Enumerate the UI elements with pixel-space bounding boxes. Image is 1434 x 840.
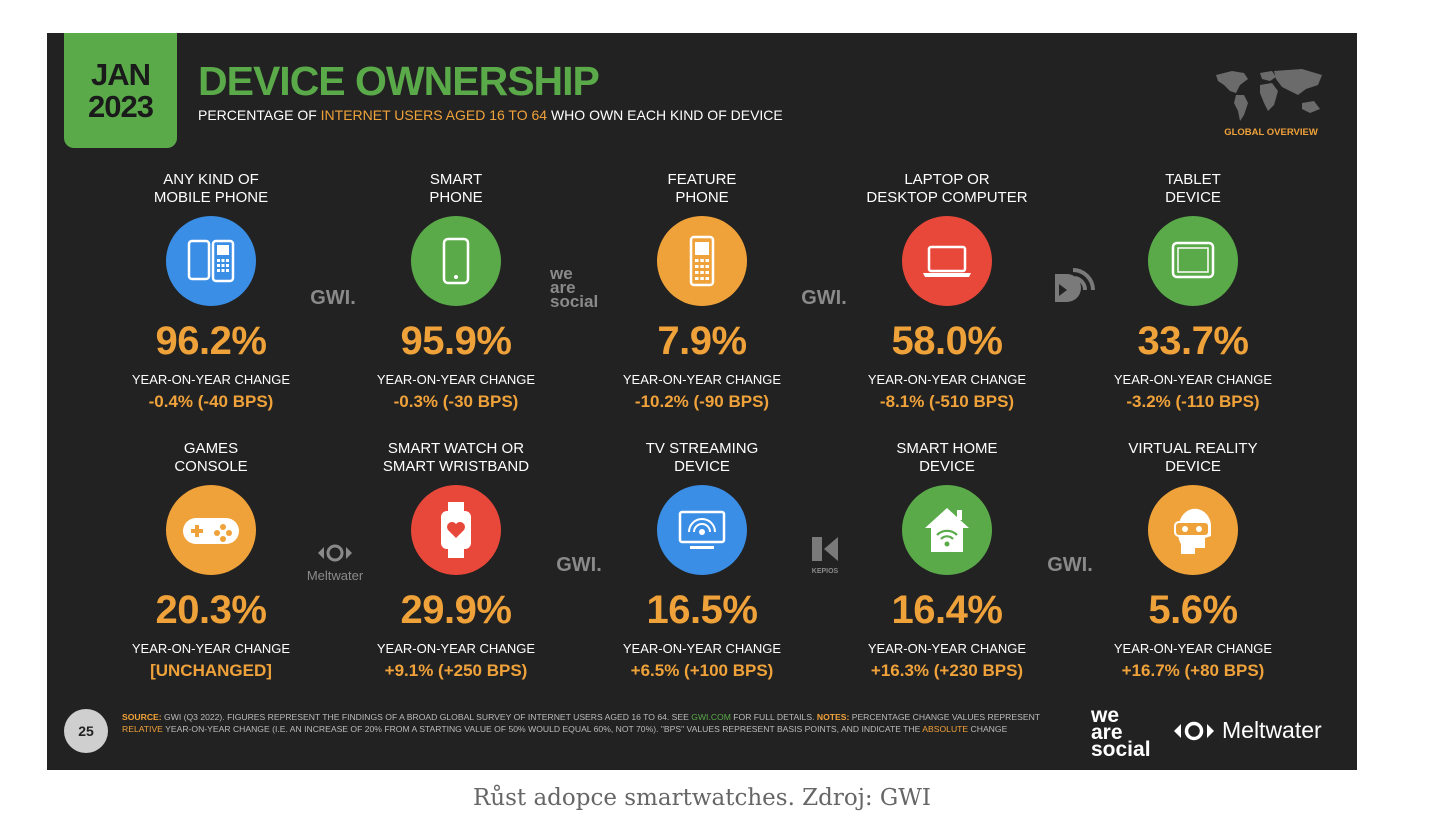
date-year: 2023 [88, 88, 154, 124]
device-label: ANY KIND OF MOBILE PHONE [153, 171, 269, 206]
date-badge: JAN 2023 [64, 33, 177, 148]
device-percentage: 96.2% [155, 319, 267, 363]
yoy-value: +16.7% (+80 BPS) [1121, 661, 1265, 680]
mobile-phones-icon [166, 216, 256, 306]
device-percentage: 29.9% [400, 588, 512, 632]
gwi-logo: GWI. [310, 287, 356, 309]
date-month: JAN [90, 56, 151, 92]
yoy-label: YEAR-ON-YEAR CHANGE [622, 641, 782, 656]
kepios-mark-icon [812, 537, 838, 561]
yoy-value: -10.2% (-90 BPS) [634, 392, 770, 411]
device-card-feature-phone: FEATURE PHONE 7.9% YEAR-ON-YEAR CHANGE -… [582, 171, 822, 412]
yoy-label: YEAR-ON-YEAR CHANGE [867, 372, 1027, 387]
page-subtitle: PERCENTAGE OF INTERNET USERS AGED 16 TO … [198, 107, 783, 123]
device-label: VIRTUAL REALITY DEVICE [1128, 440, 1258, 475]
device-card-tv-streaming: TV STREAMING DEVICE 16.5% YEAR-ON-YEAR C… [582, 440, 822, 681]
device-label: TABLET DEVICE [1165, 171, 1221, 206]
footnote: SOURCE: GWI (Q3 2022). FIGURES REPRESENT… [122, 712, 1040, 734]
subtitle-highlight: INTERNET USERS AGED 16 TO 64 [320, 107, 548, 123]
gwi-logo: GWI. [801, 287, 847, 309]
world-map-icon [1216, 69, 1322, 121]
image-caption: Růst adopce smartwatches. Zdroj: GWI [472, 785, 932, 811]
yoy-label: YEAR-ON-YEAR CHANGE [131, 641, 291, 656]
device-card-vr: VIRTUAL REALITY DEVICE 5.6% YEAR-ON-YEAR… [1073, 440, 1313, 681]
device-percentage: 58.0% [891, 319, 1003, 363]
device-card-laptop: LAPTOP OR DESKTOP COMPUTER 58.0% YEAR-ON… [827, 171, 1067, 412]
yoy-value: -0.3% (-30 BPS) [393, 392, 519, 411]
yoy-value: +9.1% (+250 BPS) [384, 661, 528, 680]
yoy-value: -0.4% (-40 BPS) [148, 392, 274, 411]
device-percentage: 16.5% [646, 588, 758, 632]
yoy-label: YEAR-ON-YEAR CHANGE [376, 372, 536, 387]
smart-home-icon [902, 485, 992, 575]
smartwatch-icon [411, 485, 501, 575]
device-label: SMART PHONE [429, 171, 483, 206]
kepios-logo: KEPIOS [807, 535, 843, 575]
yoy-value: +6.5% (+100 BPS) [630, 661, 774, 680]
tablet-icon [1148, 216, 1238, 306]
device-card-smartphone: SMART PHONE 95.9% YEAR-ON-YEAR CHANGE -0… [336, 171, 576, 412]
we-are-social-logo: we are social [550, 264, 599, 311]
device-percentage: 33.7% [1137, 319, 1249, 363]
device-label: SMART HOME DEVICE [896, 440, 998, 475]
device-label: GAMES CONSOLE [174, 440, 248, 475]
yoy-label: YEAR-ON-YEAR CHANGE [1113, 641, 1273, 656]
meltwater-footer-logo: Meltwater [1172, 717, 1322, 744]
yoy-value: -3.2% (-110 BPS) [1126, 392, 1260, 411]
device-label: SMART WATCH OR SMART WRISTBAND [382, 440, 530, 475]
smartphone-icon [411, 216, 501, 306]
device-card-smart-home: SMART HOME DEVICE 16.4% YEAR-ON-YEAR CHA… [827, 440, 1067, 681]
device-label: LAPTOP OR DESKTOP COMPUTER [866, 171, 1028, 206]
gwi-logo: GWI. [1047, 554, 1093, 576]
device-percentage: 5.6% [1148, 588, 1238, 632]
yoy-value: -8.1% (-510 BPS) [879, 392, 1015, 411]
device-card-games-console: GAMES CONSOLE 20.3% YEAR-ON-YEAR CHANGE … [91, 440, 331, 681]
device-percentage: 16.4% [891, 588, 1003, 632]
device-label: TV STREAMING DEVICE [645, 440, 759, 475]
yoy-label: YEAR-ON-YEAR CHANGE [1113, 372, 1273, 387]
device-card-tablet: TABLET DEVICE 33.7% YEAR-ON-YEAR CHANGE … [1073, 171, 1313, 412]
meltwater-mark-icon [1174, 721, 1214, 740]
laptop-icon [902, 216, 992, 306]
infographic-slide: JAN 2023 DEVICE OWNERSHIP PERCENTAGE OF … [47, 33, 1357, 770]
device-card-mobile-phone: ANY KIND OF MOBILE PHONE 96.2% YEAR-ON-Y… [91, 171, 331, 412]
device-card-smartwatch: SMART WATCH OR SMART WRISTBAND 29.9% YEA… [336, 440, 576, 681]
yoy-label: YEAR-ON-YEAR CHANGE [131, 372, 291, 387]
page-title: DEVICE OWNERSHIP [198, 58, 600, 104]
yoy-value: [UNCHANGED] [150, 661, 272, 680]
meltwater-logo: Meltwater [296, 543, 374, 583]
yoy-label: YEAR-ON-YEAR CHANGE [622, 372, 782, 387]
yoy-value: +16.3% (+230 BPS) [870, 661, 1024, 680]
device-percentage: 7.9% [657, 319, 747, 363]
tv-streaming-icon [657, 485, 747, 575]
we-are-social-footer-logo: we are social [1091, 704, 1151, 761]
page-number: 25 [64, 709, 108, 753]
global-overview-label: GLOBAL OVERVIEW [1224, 127, 1318, 138]
gamepad-icon [166, 485, 256, 575]
vr-headset-icon [1148, 485, 1238, 575]
yoy-label: YEAR-ON-YEAR CHANGE [376, 641, 536, 656]
meltwater-mark-icon [318, 544, 352, 562]
yoy-label: YEAR-ON-YEAR CHANGE [867, 641, 1027, 656]
feature-phone-icon [657, 216, 747, 306]
gwi-link[interactable]: GWI.COM [691, 712, 731, 722]
device-percentage: 95.9% [400, 319, 512, 363]
datareportal-icon [1055, 268, 1095, 302]
gwi-logo: GWI. [556, 554, 602, 576]
device-label: FEATURE PHONE [667, 171, 737, 206]
device-percentage: 20.3% [155, 588, 267, 632]
